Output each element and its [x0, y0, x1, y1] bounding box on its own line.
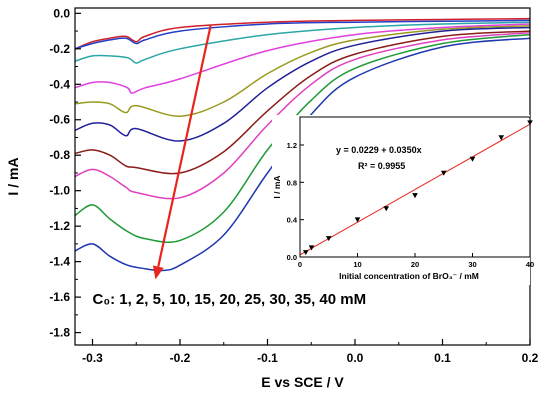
main-y-tick-label: -1.8	[49, 326, 70, 340]
main-y-tick-label: -1.2	[49, 219, 70, 233]
inset-x-tick-label: 10	[353, 260, 361, 269]
main-y-tick-label: 0.0	[53, 6, 70, 20]
voltammogram-curve-8	[74, 32, 531, 200]
voltammogram-curve-9	[74, 33, 531, 243]
fit-equation: y = 0.0229 + 0.0350x	[336, 145, 422, 155]
main-y-tick-label: -1.6	[49, 290, 70, 304]
inset-y-axis-title: I / mA	[272, 175, 282, 198]
main-y-axis-title: I / mA	[5, 157, 21, 195]
inset-background	[272, 115, 530, 285]
inset-x-tick-label: 30	[468, 260, 476, 269]
inset-x-axis-ticks: 0 10 20 30 40	[298, 253, 534, 269]
voltammogram-curve-3	[74, 21, 531, 64]
main-y-tick-label: -1.0	[49, 184, 70, 198]
inset-y-tick-label: 0.0	[287, 253, 297, 262]
voltammogram-curve-7	[74, 30, 531, 175]
concentration-annotation: C₀: 1, 2, 5, 10, 15, 20, 25, 30, 35, 40 …	[93, 291, 367, 308]
main-y-tick-label: -0.6	[49, 113, 70, 127]
inset-x-tick-label: 20	[411, 260, 419, 269]
inset-data-point	[308, 245, 315, 251]
inset-data-point	[469, 156, 476, 162]
main-plot: -0.3 -0.2 -0.1 0.0 0.1 0.2 0.0 -0.2 -0.4 -0.6 -0.…	[5, 6, 539, 390]
inset-y-tick-label: 1.2	[287, 141, 297, 150]
inset-fit-line	[299, 123, 531, 256]
main-x-tick-label: 0.0	[347, 351, 364, 365]
inset-y-axis-ticks: 0.0 0.4 0.8 1.2	[287, 141, 304, 262]
inset-x-axis-title: Initial concentration of BrO₃⁻ / mM	[339, 271, 479, 281]
inset-data-point	[354, 217, 361, 223]
voltammogram-curves	[74, 17, 531, 272]
main-x-axis-title: E vs SCE / V	[261, 374, 344, 390]
voltammogram-curve-6	[74, 26, 531, 142]
inset-data-point	[440, 170, 447, 176]
inset-y-tick-label: 0.4	[287, 216, 298, 225]
voltammogram-curve-4	[74, 23, 531, 94]
main-y-tick-label: -1.4	[49, 255, 70, 269]
concentration-arrow	[152, 25, 212, 280]
inset-plot: 0 10 20 30 40 0.0 0.4 0.8 1.2 y = 0.0229 + 0.03…	[272, 115, 534, 285]
main-y-axis-ticks: 0.0 -0.2 -0.4 -0.6 -0.8 -1.0 -1.2 -1.4 -1.6 -1.8	[49, 6, 81, 340]
fit-r-squared: R² = 0.9955	[358, 161, 405, 171]
main-x-tick-label: 0.2	[522, 351, 539, 365]
inset-x-tick-label: 40	[526, 260, 534, 269]
voltammogram-curve-10	[74, 37, 531, 272]
inset-y-tick-label: 0.8	[287, 178, 297, 187]
main-x-tick-label: 0.1	[434, 351, 451, 365]
main-y-tick-label: -0.4	[49, 77, 70, 91]
main-x-tick-label: -0.2	[170, 351, 191, 365]
main-x-tick-label: -0.3	[82, 351, 103, 365]
inset-data-points	[302, 120, 533, 256]
arrow-head	[152, 265, 164, 280]
main-x-tick-label: -0.1	[257, 351, 278, 365]
voltammogram-curve-5	[74, 24, 531, 117]
inset-data-point	[498, 135, 505, 141]
inset-data-point	[383, 206, 390, 212]
arrow-shaft	[157, 25, 212, 267]
inset-data-point	[302, 250, 309, 256]
inset-data-point	[412, 193, 418, 199]
main-y-tick-label: -0.8	[49, 148, 70, 162]
voltammogram-curve-2	[74, 19, 531, 50]
main-y-tick-label: -0.2	[49, 42, 70, 56]
voltammogram-curve-1	[74, 17, 531, 50]
inset-x-tick-label: 0	[298, 260, 302, 269]
main-x-axis-ticks: -0.3 -0.2 -0.1 0.0 0.1 0.2	[82, 339, 539, 365]
inset-data-point	[325, 236, 332, 242]
